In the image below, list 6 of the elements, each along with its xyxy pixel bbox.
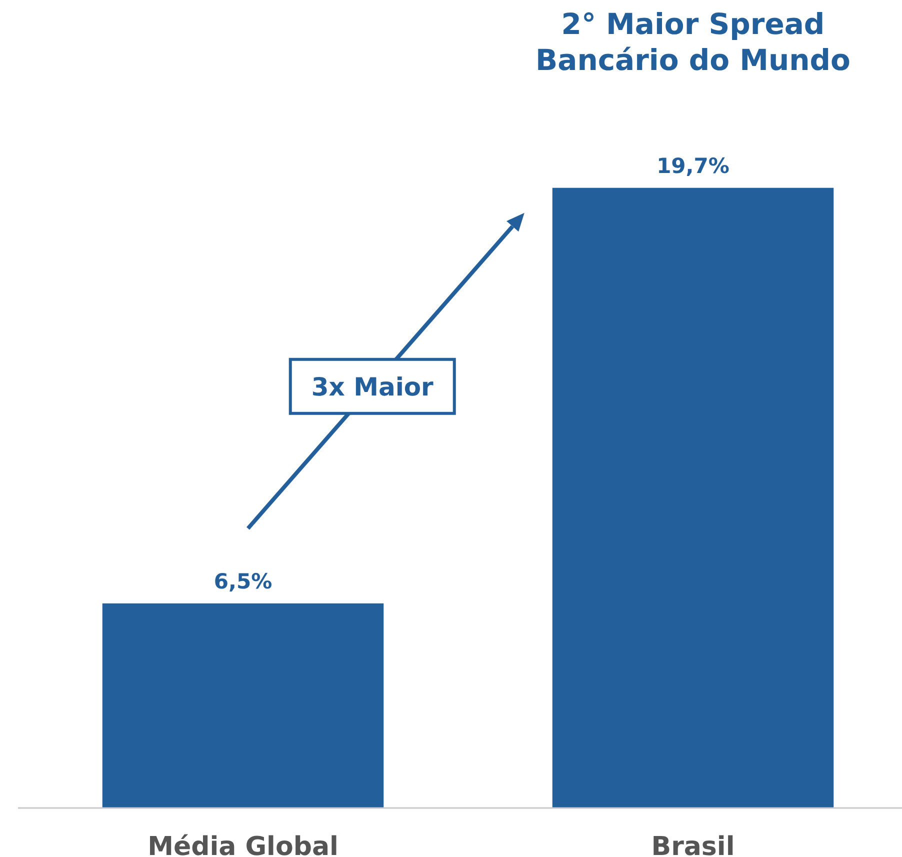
x-tick-label: Brasil [651,832,735,857]
data-label: 6,5% [214,569,272,594]
annotation: 3x Maior [311,372,434,402]
chart-title: 2° Maior Spread Bancário do Mundo [536,7,850,77]
data-label: 19,7% [656,154,730,178]
x-tick-label: Média Global [148,832,338,857]
